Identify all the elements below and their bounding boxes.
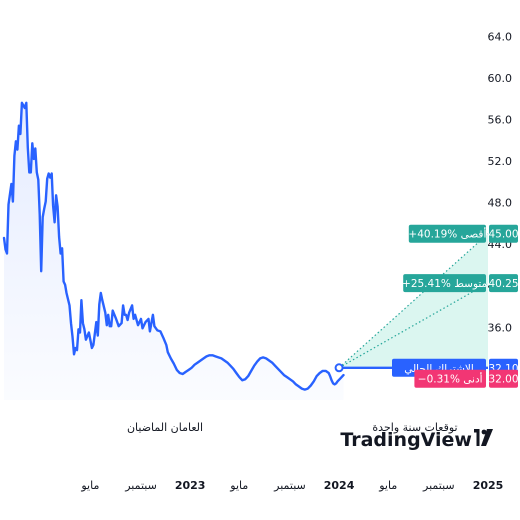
forecast-range-area xyxy=(339,233,488,369)
tradingview-logo-text: TradingView xyxy=(340,429,472,451)
badge-value: 40.25 xyxy=(488,278,518,290)
price-badge: −0.31% أدنى 32.00 xyxy=(414,369,519,388)
badge-value: 45.00 xyxy=(488,229,518,241)
badge-label: −0.31% أدنى xyxy=(418,372,483,386)
x-tick-label: سبتمبر xyxy=(124,479,157,492)
x-tick-label: مايو xyxy=(378,479,397,492)
history-period-label: العامان الماضيان xyxy=(127,421,203,434)
forecast-period-box xyxy=(372,415,458,439)
x-tick-label: 2023 xyxy=(175,479,206,492)
y-tick-label: 60.0 xyxy=(488,72,513,85)
tradingview-logo-icon xyxy=(474,429,493,446)
badge-label-pill xyxy=(403,274,486,293)
x-tick-label: مايو xyxy=(229,479,248,492)
forecast-period-label: توقعات سنة واحدة xyxy=(372,421,457,434)
badge-value-pill xyxy=(489,274,518,293)
x-tick-label: 2025 xyxy=(473,479,504,492)
y-tick-label: 64.0 xyxy=(488,30,513,43)
price-badges: +40.19% أقصى 45.00+25.41% متوسط 40.25الاشت… xyxy=(392,224,519,388)
x-tick-label: 2024 xyxy=(324,479,355,492)
badge-value-pill xyxy=(489,369,518,388)
forecast-high-line xyxy=(338,233,489,369)
price-badge: +40.19% أقصى 45.00 xyxy=(408,224,519,243)
y-tick-label: 36.0 xyxy=(488,321,513,334)
y-tick-label: 52.0 xyxy=(488,155,513,168)
tradingview-logo: TradingView xyxy=(340,429,493,451)
history-period-box xyxy=(135,415,195,439)
current-price-point xyxy=(334,363,344,373)
y-tick-label: 48.0 xyxy=(488,197,513,210)
badge-value: 32.00 xyxy=(488,374,518,386)
history-layer xyxy=(2,101,345,401)
x-tick-label: سبتمبر xyxy=(422,479,455,492)
forecast-layer xyxy=(334,233,489,373)
badge-label: +40.19% أقصى xyxy=(408,227,486,241)
badge-label-pill xyxy=(414,369,486,388)
price-badge: +25.41% متوسط 40.25 xyxy=(402,274,519,293)
y-tick-label: 56.0 xyxy=(488,113,513,126)
period-labels: العامان الماضيان توقعات سنة واحدة xyxy=(127,415,458,439)
badge-label: +25.41% متوسط xyxy=(402,278,487,290)
x-tick-label: سبتمبر xyxy=(273,479,306,492)
x-tick-label: مايو xyxy=(80,479,99,492)
forecast-average-line xyxy=(338,282,489,369)
x-axis: مايو سبتمبر 2023 مايو سبتمبر 2024 مايو سبتمبر 20… xyxy=(80,479,503,492)
history-line xyxy=(2,101,345,391)
badge-value-pill xyxy=(489,224,518,243)
history-area xyxy=(4,102,344,401)
badge-label-pill xyxy=(408,224,486,243)
